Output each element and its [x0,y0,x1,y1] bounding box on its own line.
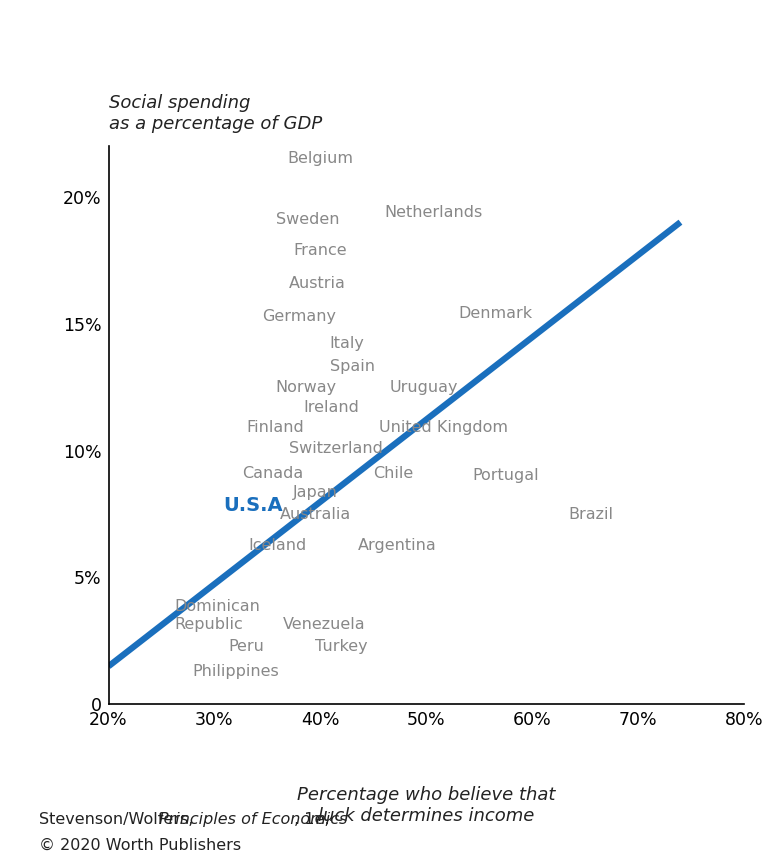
Text: Ireland: Ireland [303,400,359,415]
Text: Spain: Spain [329,359,374,375]
Text: Dominican: Dominican [174,600,260,614]
Text: Portugal: Portugal [473,468,539,484]
Text: Principles of Economics: Principles of Economics [159,812,347,826]
Text: Denmark: Denmark [458,306,532,321]
Text: Norway: Norway [275,380,336,394]
Text: Austria: Austria [288,276,346,290]
Text: Finland: Finland [246,420,305,436]
Text: Canada: Canada [242,466,303,481]
Text: Stevenson/Wolfers,: Stevenson/Wolfers, [39,812,198,826]
Text: Argentina: Argentina [357,539,436,553]
Text: Brazil: Brazil [568,507,613,521]
Text: United Kingdom: United Kingdom [378,420,508,436]
Text: Social spending
as a percentage of GDP: Social spending as a percentage of GDP [109,94,322,133]
Text: France: France [294,242,347,258]
Text: Percentage who believe that
luck determines income: Percentage who believe that luck determi… [297,786,556,825]
Text: Republic: Republic [174,617,243,632]
Text: Chile: Chile [374,466,414,481]
Text: Sweden: Sweden [276,212,339,227]
Text: Peru: Peru [229,638,264,654]
Text: Switzerland: Switzerland [289,441,383,455]
Text: U.S.A: U.S.A [223,496,283,515]
Text: © 2020 Worth Publishers: © 2020 Worth Publishers [39,838,241,852]
Text: Uruguay: Uruguay [389,380,458,394]
Text: Italy: Italy [329,337,364,351]
Text: , 1e,: , 1e, [294,812,330,826]
Text: Germany: Germany [262,308,336,324]
Text: Philippines: Philippines [192,664,279,679]
Text: Netherlands: Netherlands [384,204,482,220]
Text: Japan: Japan [293,485,337,500]
Text: Venezuela: Venezuela [283,617,366,632]
Text: Australia: Australia [280,507,350,521]
Text: Belgium: Belgium [288,151,353,167]
Text: Turkey: Turkey [315,638,367,654]
Text: Iceland: Iceland [249,539,307,553]
